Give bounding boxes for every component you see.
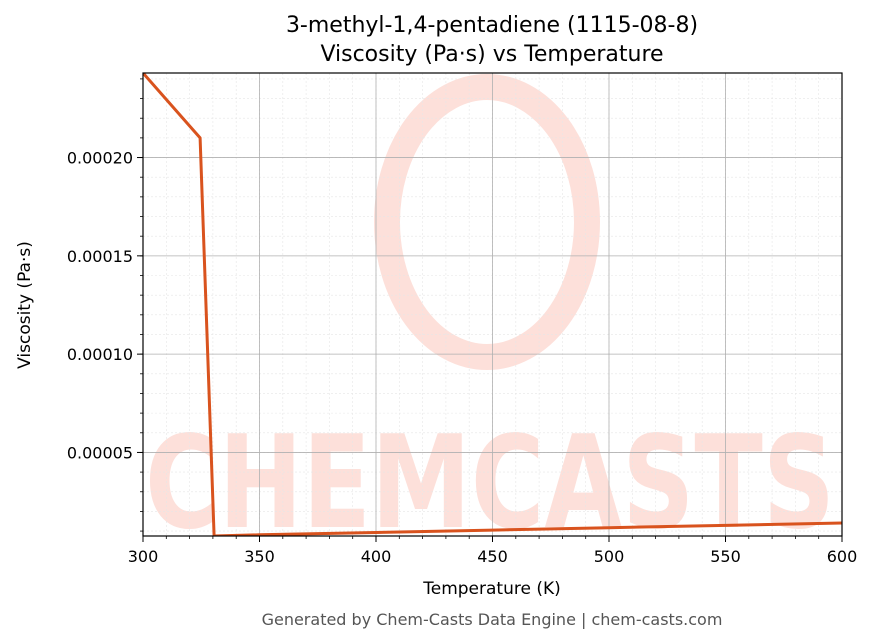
major-gridlines	[143, 73, 842, 536]
chart-subtitle: Viscosity (Pa·s) vs Temperature	[320, 42, 663, 67]
x-tick-label: 400	[361, 547, 392, 566]
x-tick-label: 300	[128, 547, 159, 566]
x-tick-label: 600	[827, 547, 858, 566]
y-tick-label: 0.00010	[67, 345, 133, 364]
footer-credit: Generated by Chem-Casts Data Engine | ch…	[262, 610, 723, 629]
chart-title: 3-methyl-1,4-pentadiene (1115-08-8)	[286, 13, 698, 38]
watermark: CHEMCASTS	[145, 74, 835, 558]
y-tick-label: 0.00005	[67, 443, 133, 462]
series-line	[143, 73, 842, 536]
x-axis-label: Temperature (K)	[422, 579, 561, 599]
x-tick-label: 500	[594, 547, 625, 566]
x-tick-label: 550	[710, 547, 741, 566]
watermark-logo-ring	[374, 74, 600, 370]
x-axis: 300 350 400 450 500 550 600	[128, 536, 858, 566]
x-tick-label: 450	[477, 547, 508, 566]
y-axis: 0.00005 0.00010 0.00015 0.00020	[67, 78, 143, 532]
x-tick-label: 350	[244, 547, 275, 566]
y-axis-label: Viscosity (Pa·s)	[15, 241, 35, 369]
y-tick-label: 0.00020	[67, 149, 133, 168]
watermark-text: CHEMCASTS	[145, 409, 835, 558]
y-tick-label: 0.00015	[67, 247, 133, 266]
series-layer	[143, 73, 842, 536]
